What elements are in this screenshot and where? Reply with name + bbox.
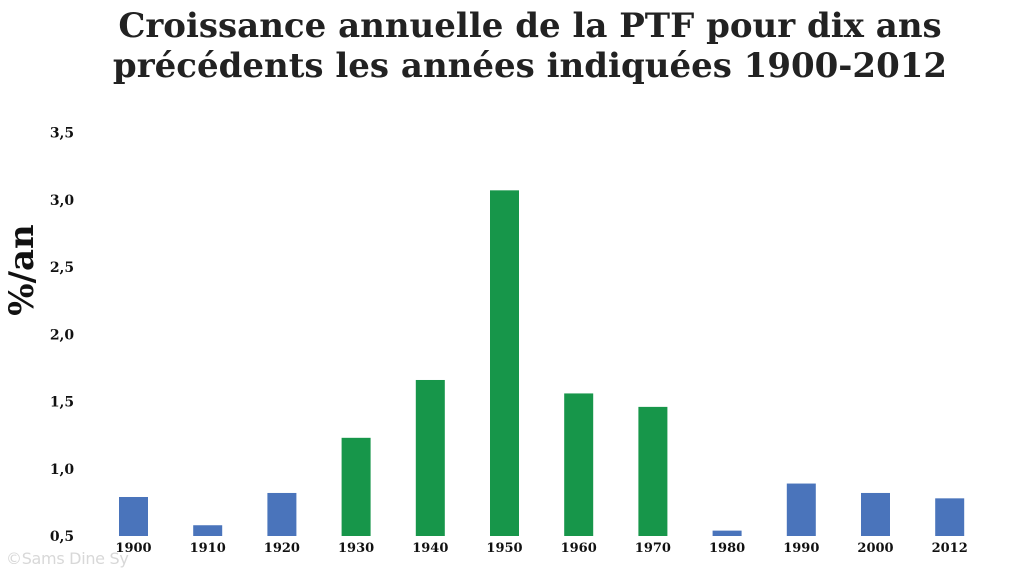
x-tick-label: 1940: [412, 541, 448, 556]
x-tick-label: 1900: [115, 541, 151, 556]
x-tick-label: 1910: [190, 541, 226, 556]
title-line-1: Croissance annuelle de la PTF pour dix a…: [118, 6, 942, 46]
bar-2012: [935, 498, 965, 536]
title-line-2: précédents les années indiquées 1900-201…: [112, 46, 948, 86]
bar-1990: [786, 483, 816, 536]
bar-1960: [564, 393, 594, 536]
y-axis-ticks: 0,5 1,0 1,5 2,0 2,5 3,0 3,5: [50, 126, 75, 546]
x-tick-label: 1980: [709, 541, 745, 556]
watermark: ©Sams Dine Sy: [6, 549, 129, 568]
y-tick-label: 3,0: [50, 193, 75, 209]
x-tick-label: 2012: [932, 541, 968, 556]
x-tick-label: 1920: [264, 541, 300, 556]
chart-title: Croissance annuelle de la PTF pour dix a…: [110, 6, 950, 86]
bar-1900: [119, 496, 148, 536]
x-tick-label: 1960: [561, 541, 597, 556]
bar-1940: [415, 379, 445, 536]
x-tick-label: 1950: [486, 541, 522, 556]
y-tick-label: 2,5: [50, 260, 74, 276]
x-axis-ticks: 1900 1910 1920 1930 1940 1950 1960 1970 1980 1990…: [115, 541, 967, 556]
y-tick-label: 0,5: [50, 529, 74, 545]
bar-2000: [861, 492, 890, 536]
x-tick-label: 1930: [338, 541, 374, 556]
bar-1910: [193, 525, 223, 536]
y-tick-label: 2,0: [50, 327, 75, 343]
bars: [119, 190, 965, 536]
x-tick-label: 1970: [635, 541, 671, 556]
x-tick-label: 1990: [783, 541, 819, 556]
bar-1970: [638, 406, 668, 536]
x-tick-label: 2000: [857, 541, 893, 556]
y-tick-label: 1,0: [50, 462, 75, 478]
y-tick-label: 3,5: [50, 126, 74, 142]
y-tick-label: 1,5: [50, 395, 74, 411]
bar-1950: [490, 190, 519, 536]
bar-1980: [712, 530, 742, 536]
bar-1920: [267, 492, 297, 536]
bar-1930: [341, 437, 371, 536]
